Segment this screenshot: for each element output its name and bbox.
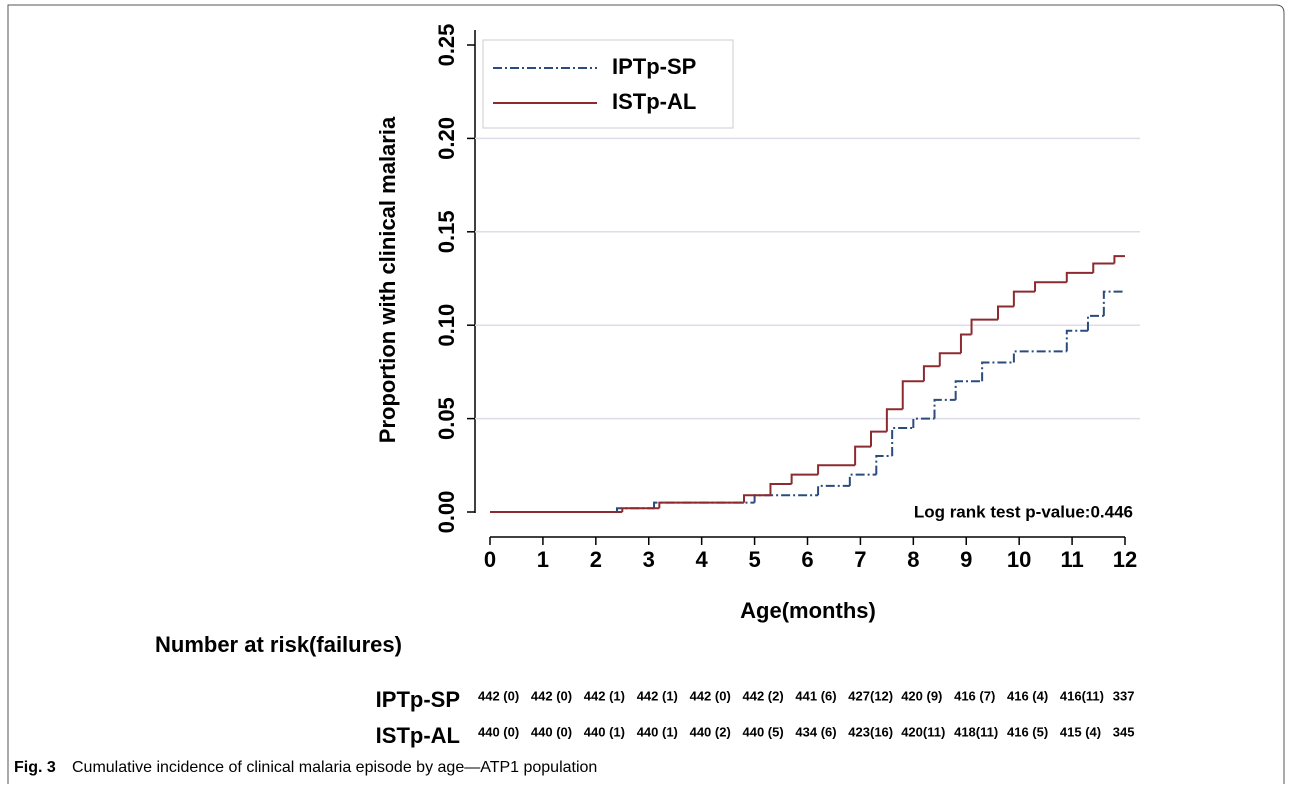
step-line <box>1065 271 1094 283</box>
x-tick-label: 3 <box>643 547 655 572</box>
step-line <box>854 445 871 466</box>
risk-cell: 440 (5) <box>743 724 784 739</box>
risk-cell: 427(12) <box>848 688 893 703</box>
risk-cell: 440 (2) <box>690 724 731 739</box>
step-line <box>621 507 660 512</box>
step-line <box>658 501 744 509</box>
step-line <box>891 426 914 456</box>
step-line <box>743 494 771 503</box>
y-tick-label: 0.10 <box>434 304 459 347</box>
step-line <box>1065 329 1088 352</box>
risk-table-title: Number at risk(failures) <box>155 632 402 657</box>
risk-cell: 440 (0) <box>531 724 572 739</box>
step-line <box>954 380 983 400</box>
step-line <box>1012 350 1067 363</box>
step-line <box>959 333 972 354</box>
frame <box>7 4 1285 784</box>
risk-cell: 345 <box>1113 724 1135 739</box>
step-line <box>870 430 887 447</box>
x-tick-label: 8 <box>907 547 919 572</box>
x-tick-label: 0 <box>484 547 496 572</box>
risk-cell: 416 (4) <box>1007 688 1048 703</box>
x-tick-label: 1 <box>537 547 549 572</box>
risk-cell: 416 (5) <box>1007 724 1048 739</box>
caption-label: Fig. 3 <box>14 759 56 776</box>
step-line <box>1034 281 1067 292</box>
step-line <box>997 305 1014 320</box>
step-line <box>616 507 655 512</box>
risk-cell: 420(11) <box>901 724 945 739</box>
risk-cell: 442 (2) <box>743 688 784 703</box>
step-line <box>817 464 856 475</box>
step-line <box>817 484 850 496</box>
risk-cell: 415 (4) <box>1060 724 1101 739</box>
risk-cell: 442 (1) <box>584 688 625 703</box>
x-tick-label: 10 <box>1007 547 1031 572</box>
step-line <box>1092 262 1115 273</box>
step-line <box>1012 290 1036 307</box>
step-line <box>875 454 893 475</box>
step-line <box>981 361 1014 382</box>
risk-cell: 440 (1) <box>637 724 678 739</box>
step-line <box>769 482 792 496</box>
risk-cell: 442 (0) <box>690 688 731 703</box>
y-tick-label: 0.05 <box>434 397 459 440</box>
annotation: Log rank test p-value:0.446 <box>914 502 1133 521</box>
x-tick-label: 12 <box>1113 547 1137 572</box>
x-tick-label: 2 <box>590 547 602 572</box>
legend-box <box>482 39 734 129</box>
x-tick-label: 11 <box>1060 547 1083 572</box>
risk-cell: 440 (0) <box>478 724 519 739</box>
risk-cell: 423(16) <box>848 724 893 739</box>
x-tick-label: 7 <box>854 547 866 572</box>
x-tick-label: 9 <box>960 547 972 572</box>
risk-cell: 416(11) <box>1060 688 1104 703</box>
step-line <box>790 473 819 484</box>
y-axis-label: Proportion with clinical malaria <box>375 116 400 443</box>
risk-cell: 442 (1) <box>637 688 678 703</box>
x-tick-label: 5 <box>748 547 760 572</box>
step-line <box>1086 314 1104 331</box>
risk-row-label: IPTp-SP <box>376 687 460 712</box>
step-line <box>885 408 903 432</box>
y-tick-label: 0.20 <box>434 117 459 160</box>
y-tick-label: 0.25 <box>434 24 459 67</box>
risk-cell: 440 (1) <box>584 724 625 739</box>
step-line <box>848 473 877 486</box>
step-line <box>901 380 924 410</box>
step-line <box>933 398 956 419</box>
x-tick-label: 6 <box>801 547 813 572</box>
risk-row-label: ISTp-AL <box>376 723 460 748</box>
risk-cell: 420 (9) <box>901 688 942 703</box>
caption-text: Cumulative incidence of clinical malaria… <box>72 759 597 776</box>
y-tick-label: 0.15 <box>434 210 459 253</box>
step-line <box>1102 290 1125 316</box>
step-line <box>970 318 998 335</box>
step-line <box>922 365 940 382</box>
risk-cell: 442 (0) <box>478 688 519 703</box>
risk-cell: 337 <box>1113 688 1135 703</box>
step-line <box>938 352 961 367</box>
x-axis-label: Age(months) <box>740 598 876 623</box>
step-line <box>753 494 819 503</box>
step-line <box>1113 255 1125 264</box>
step-line <box>912 417 935 428</box>
legend-label: IPTp-SP <box>612 54 696 79</box>
risk-cell: 441 (6) <box>795 688 836 703</box>
risk-cell: 418(11) <box>954 724 998 739</box>
risk-cell: 416 (7) <box>954 688 995 703</box>
y-tick-label: 0.00 <box>434 491 459 534</box>
legend-label: ISTp-AL <box>612 89 696 114</box>
risk-cell: 442 (0) <box>531 688 572 703</box>
risk-cell: 434 (6) <box>795 724 836 739</box>
x-tick-label: 4 <box>696 547 709 572</box>
